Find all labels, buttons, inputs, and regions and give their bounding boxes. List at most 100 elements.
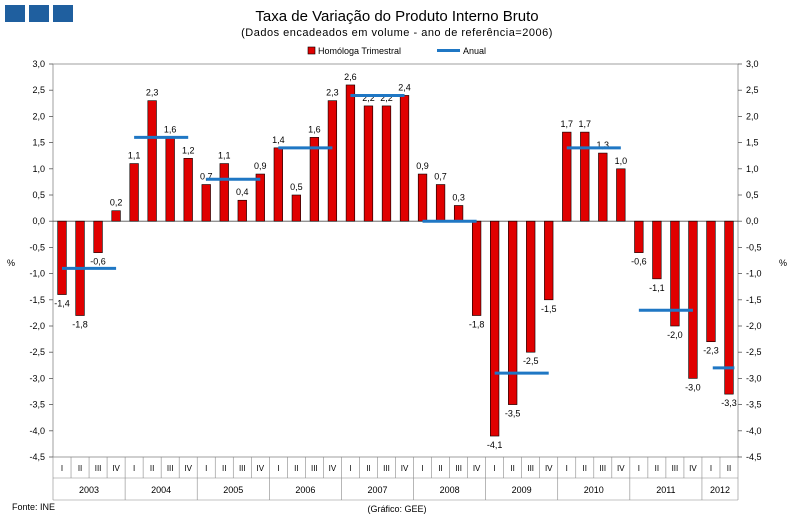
bar-label-32: 1,0 (615, 156, 628, 166)
y-axis-label-left: % (7, 258, 15, 268)
bar-quarter-37 (706, 220, 716, 343)
quarter-label: II (583, 464, 587, 473)
quarter-label: III (383, 464, 390, 473)
bar-label-15: 1,6 (308, 124, 321, 134)
bar-quarter-6 (147, 100, 157, 222)
quarter-label: IV (617, 464, 625, 473)
bar-quarter-16 (327, 100, 338, 222)
bar-label-8: 1,2 (182, 145, 195, 155)
quarter-label: I (421, 464, 423, 473)
bar-label-24: -1,8 (469, 320, 485, 330)
year-label-2008: 2008 (440, 485, 460, 495)
bar-quarter-14 (291, 194, 301, 222)
quarter-label: II (655, 464, 659, 473)
y-tick-label-right: -1,0 (746, 269, 762, 279)
bar-label-28: -1,5 (541, 304, 557, 314)
year-label-2004: 2004 (151, 485, 171, 495)
quarter-label: IV (473, 464, 481, 473)
y-tick-label-right: -3,5 (746, 400, 762, 410)
bar-label-21: 0,9 (416, 161, 429, 171)
bar-label-38: -3,3 (721, 398, 737, 408)
bar-label-1: -1,4 (54, 299, 70, 309)
year-label-2010: 2010 (584, 485, 604, 495)
bar-quarter-4 (111, 210, 121, 222)
bar-label-36: -3,0 (685, 382, 701, 392)
bar-quarter-26 (508, 220, 518, 405)
y-tick-label-right: -0,5 (746, 242, 762, 252)
y-tick-label-left: -3,0 (29, 373, 45, 383)
bar-label-4: 0,2 (110, 198, 123, 208)
y-tick-label-left: 2,5 (32, 85, 45, 95)
y-axis-label-right: % (779, 258, 787, 268)
bar-quarter-13 (273, 147, 283, 222)
logo-block-3 (53, 5, 73, 22)
bar-label-29: 1,7 (560, 119, 573, 129)
y-tick-label-left: 3,0 (32, 59, 45, 69)
bar-label-6: 2,3 (146, 88, 159, 98)
bar-label-34: -1,1 (649, 283, 665, 293)
bar-quarter-22 (435, 184, 446, 222)
quarter-label: III (527, 464, 534, 473)
bar-label-18: 2,2 (362, 93, 375, 103)
quarter-label: IV (329, 464, 337, 473)
bar-quarter-21 (417, 173, 428, 222)
bar-quarter-20 (399, 95, 410, 222)
year-label-2007: 2007 (367, 485, 387, 495)
quarter-label: IV (545, 464, 553, 473)
year-label-2012: 2012 (710, 485, 730, 495)
quarter-label: II (222, 464, 226, 473)
y-tick-label-right: -2,0 (746, 321, 762, 331)
bar-quarter-12 (255, 173, 265, 222)
bar-quarter-24 (471, 220, 482, 316)
bar-label-7: 1,6 (164, 124, 177, 134)
quarter-label: III (672, 464, 679, 473)
quarter-label: III (311, 464, 318, 473)
bar-label-33: -0,6 (631, 257, 647, 267)
quarter-label: II (150, 464, 154, 473)
bar-quarter-38 (724, 220, 734, 395)
quarter-label: I (710, 464, 712, 473)
bar-label-30: 1,7 (579, 119, 592, 129)
y-tick-label-left: 0,5 (32, 190, 45, 200)
quarter-label: IV (401, 464, 409, 473)
bar-quarter-34 (652, 220, 662, 280)
y-tick-label-left: -1,5 (29, 295, 45, 305)
quarter-label: I (133, 464, 135, 473)
bar-label-35: -2,0 (667, 330, 683, 340)
quarter-label: I (205, 464, 207, 473)
y-tick-label-left: -2,0 (29, 321, 45, 331)
bar-label-19: 2,2 (380, 93, 393, 103)
quarter-label: IV (112, 464, 120, 473)
y-tick-label-right: -1,5 (746, 295, 762, 305)
quarter-label: III (95, 464, 102, 473)
bar-quarter-36 (688, 220, 698, 379)
bar-label-20: 2,4 (398, 82, 411, 92)
bar-label-37: -2,3 (703, 346, 719, 356)
bar-label-17: 2,6 (344, 72, 357, 82)
y-tick-label-left: 1,5 (32, 138, 45, 148)
y-tick-label-right: 3,0 (746, 59, 759, 69)
bar-quarter-1 (57, 220, 67, 295)
bar-label-26: -3,5 (505, 409, 521, 419)
y-tick-label-left: -1,0 (29, 269, 45, 279)
bar-quarter-10 (219, 163, 229, 222)
bar-quarter-15 (309, 137, 320, 222)
y-tick-label-left: -4,5 (29, 452, 45, 462)
bar-label-31: 1,3 (597, 140, 610, 150)
bar-quarter-35 (670, 220, 680, 327)
year-label-2006: 2006 (295, 485, 315, 495)
y-tick-label-left: -3,5 (29, 400, 45, 410)
bar-label-11: 0,4 (236, 187, 249, 197)
bar-label-2: -1,8 (72, 320, 88, 330)
bar-label-12: 0,9 (254, 161, 267, 171)
bar-label-14: 0,5 (290, 182, 303, 192)
bar-quarter-33 (634, 220, 644, 253)
y-tick-label-right: 0,0 (746, 216, 759, 226)
y-tick-label-left: -4,0 (29, 426, 45, 436)
bar-quarter-31 (598, 152, 608, 222)
y-tick-label-right: -3,0 (746, 373, 762, 383)
bar-label-5: 1,1 (128, 151, 141, 161)
y-tick-label-left: 2,0 (32, 111, 45, 121)
bar-label-22: 0,7 (434, 172, 447, 182)
